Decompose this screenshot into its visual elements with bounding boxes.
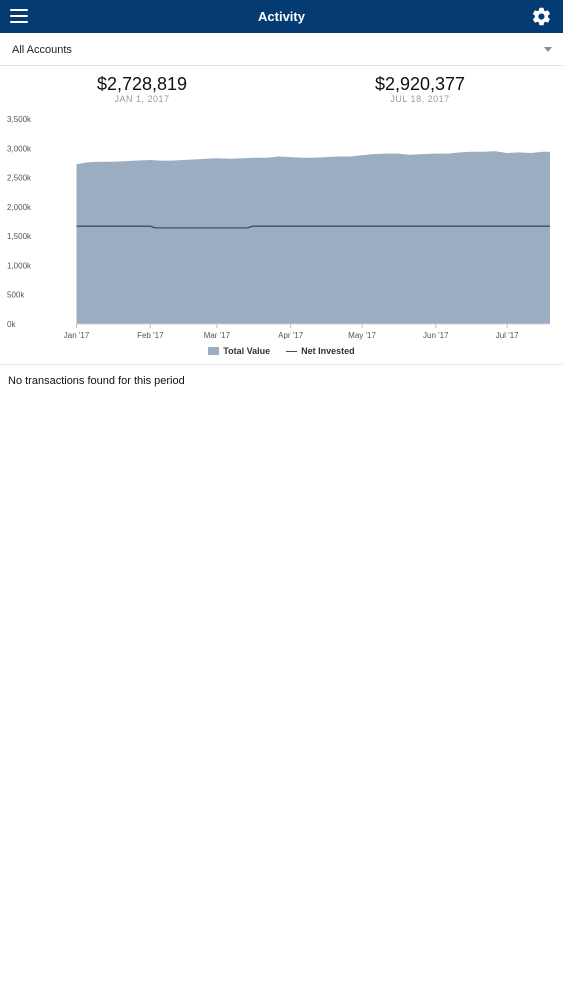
legend-total-value[interactable]: Total Value <box>208 346 270 356</box>
legend-line-swatch <box>286 350 298 352</box>
hamburger-menu-icon[interactable] <box>10 9 28 23</box>
page-title: Activity <box>258 9 305 24</box>
x-tick-label: Jul '17 <box>496 331 519 340</box>
chevron-down-icon[interactable] <box>544 47 552 52</box>
gear-icon[interactable] <box>531 6 552 27</box>
start-date: JAN 1, 2017 <box>114 94 170 104</box>
activity-area-chart: 0k 500k 1,000k 1,500k 2,000k 2,500k 3,000k 3,50… <box>7 115 550 340</box>
y-tick-label: 3,500k <box>7 115 32 124</box>
x-tick-label: Jun '17 <box>423 331 449 340</box>
start-value-summary: $2,728,819 JAN 1, 2017 <box>42 74 242 105</box>
y-tick-label: 1,000k <box>7 261 32 270</box>
start-total-value: $2,728,819 <box>96 74 188 94</box>
legend-net-invested[interactable]: Net Invested <box>286 346 355 356</box>
y-tick-label: 2,000k <box>7 203 32 212</box>
y-tick-label: 500k <box>7 291 25 300</box>
y-tick-label: 2,500k <box>7 174 32 183</box>
end-total-value: $2,920,377 <box>374 74 466 94</box>
x-tick-label: May '17 <box>348 331 376 340</box>
legend-area-swatch <box>208 347 220 355</box>
legend-total-value-label: Total Value <box>223 346 271 356</box>
end-date: JUL 18, 2017 <box>390 94 450 104</box>
x-tick-label: Mar '17 <box>204 331 231 340</box>
y-tick-label: 1,500k <box>7 232 32 241</box>
legend-net-invested-label: Net Invested <box>301 346 355 356</box>
total-value-area <box>76 151 550 324</box>
chart-legend: Total Value Net Invested <box>0 346 563 356</box>
end-value-summary: $2,920,377 JUL 18, 2017 <box>320 74 520 105</box>
divider <box>0 364 563 365</box>
y-tick-label: 3,000k <box>7 144 32 153</box>
account-selector-value: All Accounts <box>12 44 72 56</box>
empty-transactions-message: No transactions found for this period <box>8 375 185 387</box>
net-invested-line <box>76 225 550 229</box>
account-selector[interactable]: All Accounts <box>0 33 563 66</box>
x-tick-label: Feb '17 <box>137 331 164 340</box>
x-tick-label: Jan '17 <box>64 331 90 340</box>
top-app-bar: Activity <box>0 0 563 33</box>
x-tick-label: Apr '17 <box>278 331 304 340</box>
y-tick-label: 0k <box>7 320 16 329</box>
